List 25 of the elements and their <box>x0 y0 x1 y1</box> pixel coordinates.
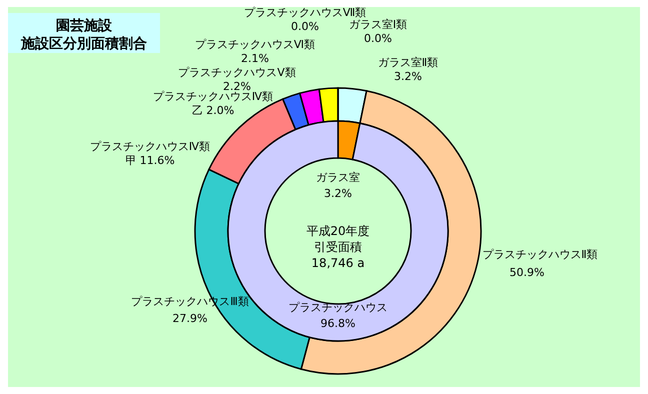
slice-label: プラスチックハウスⅣ類 <box>152 90 274 103</box>
data-label: 3.2% <box>324 187 352 200</box>
chart-subtitle: 施設区分別面積割合 <box>20 35 147 52</box>
slice-label: プラスチックハウスⅡ類 <box>482 248 598 261</box>
data-label: 乙 2.0% <box>192 104 234 117</box>
data-label: 甲 11.6% <box>125 154 175 167</box>
data-label: 3.2% <box>394 70 422 83</box>
data-label: 2.2% <box>223 80 251 93</box>
data-label: 2.1% <box>241 52 269 65</box>
category-label: ガラス室Ⅰ類 <box>348 18 408 31</box>
slice-label: ガラス室 <box>316 171 360 184</box>
slice-label: プラスチックハウスⅣ類 <box>90 140 210 153</box>
slice-label: ガラス室Ⅱ類 <box>378 56 438 69</box>
slice-label: プラスチックハウスⅥ類 <box>194 38 316 51</box>
category-label: プラスチックハウスⅦ類 <box>244 6 366 19</box>
text: 18,746 a <box>311 256 365 270</box>
slice-label: プラスチックハウスⅤ類 <box>178 66 296 79</box>
text: 引受面積 <box>314 240 362 254</box>
text: 平成20年度 <box>306 224 370 238</box>
chart-title: 園芸施設 <box>56 18 113 34</box>
data-label: 50.9% <box>510 266 544 279</box>
text: 0.0% <box>364 32 392 45</box>
data-label: 27.9% <box>172 312 208 325</box>
data-label: 96.8% <box>320 317 356 330</box>
text: 0.0% <box>291 20 319 33</box>
